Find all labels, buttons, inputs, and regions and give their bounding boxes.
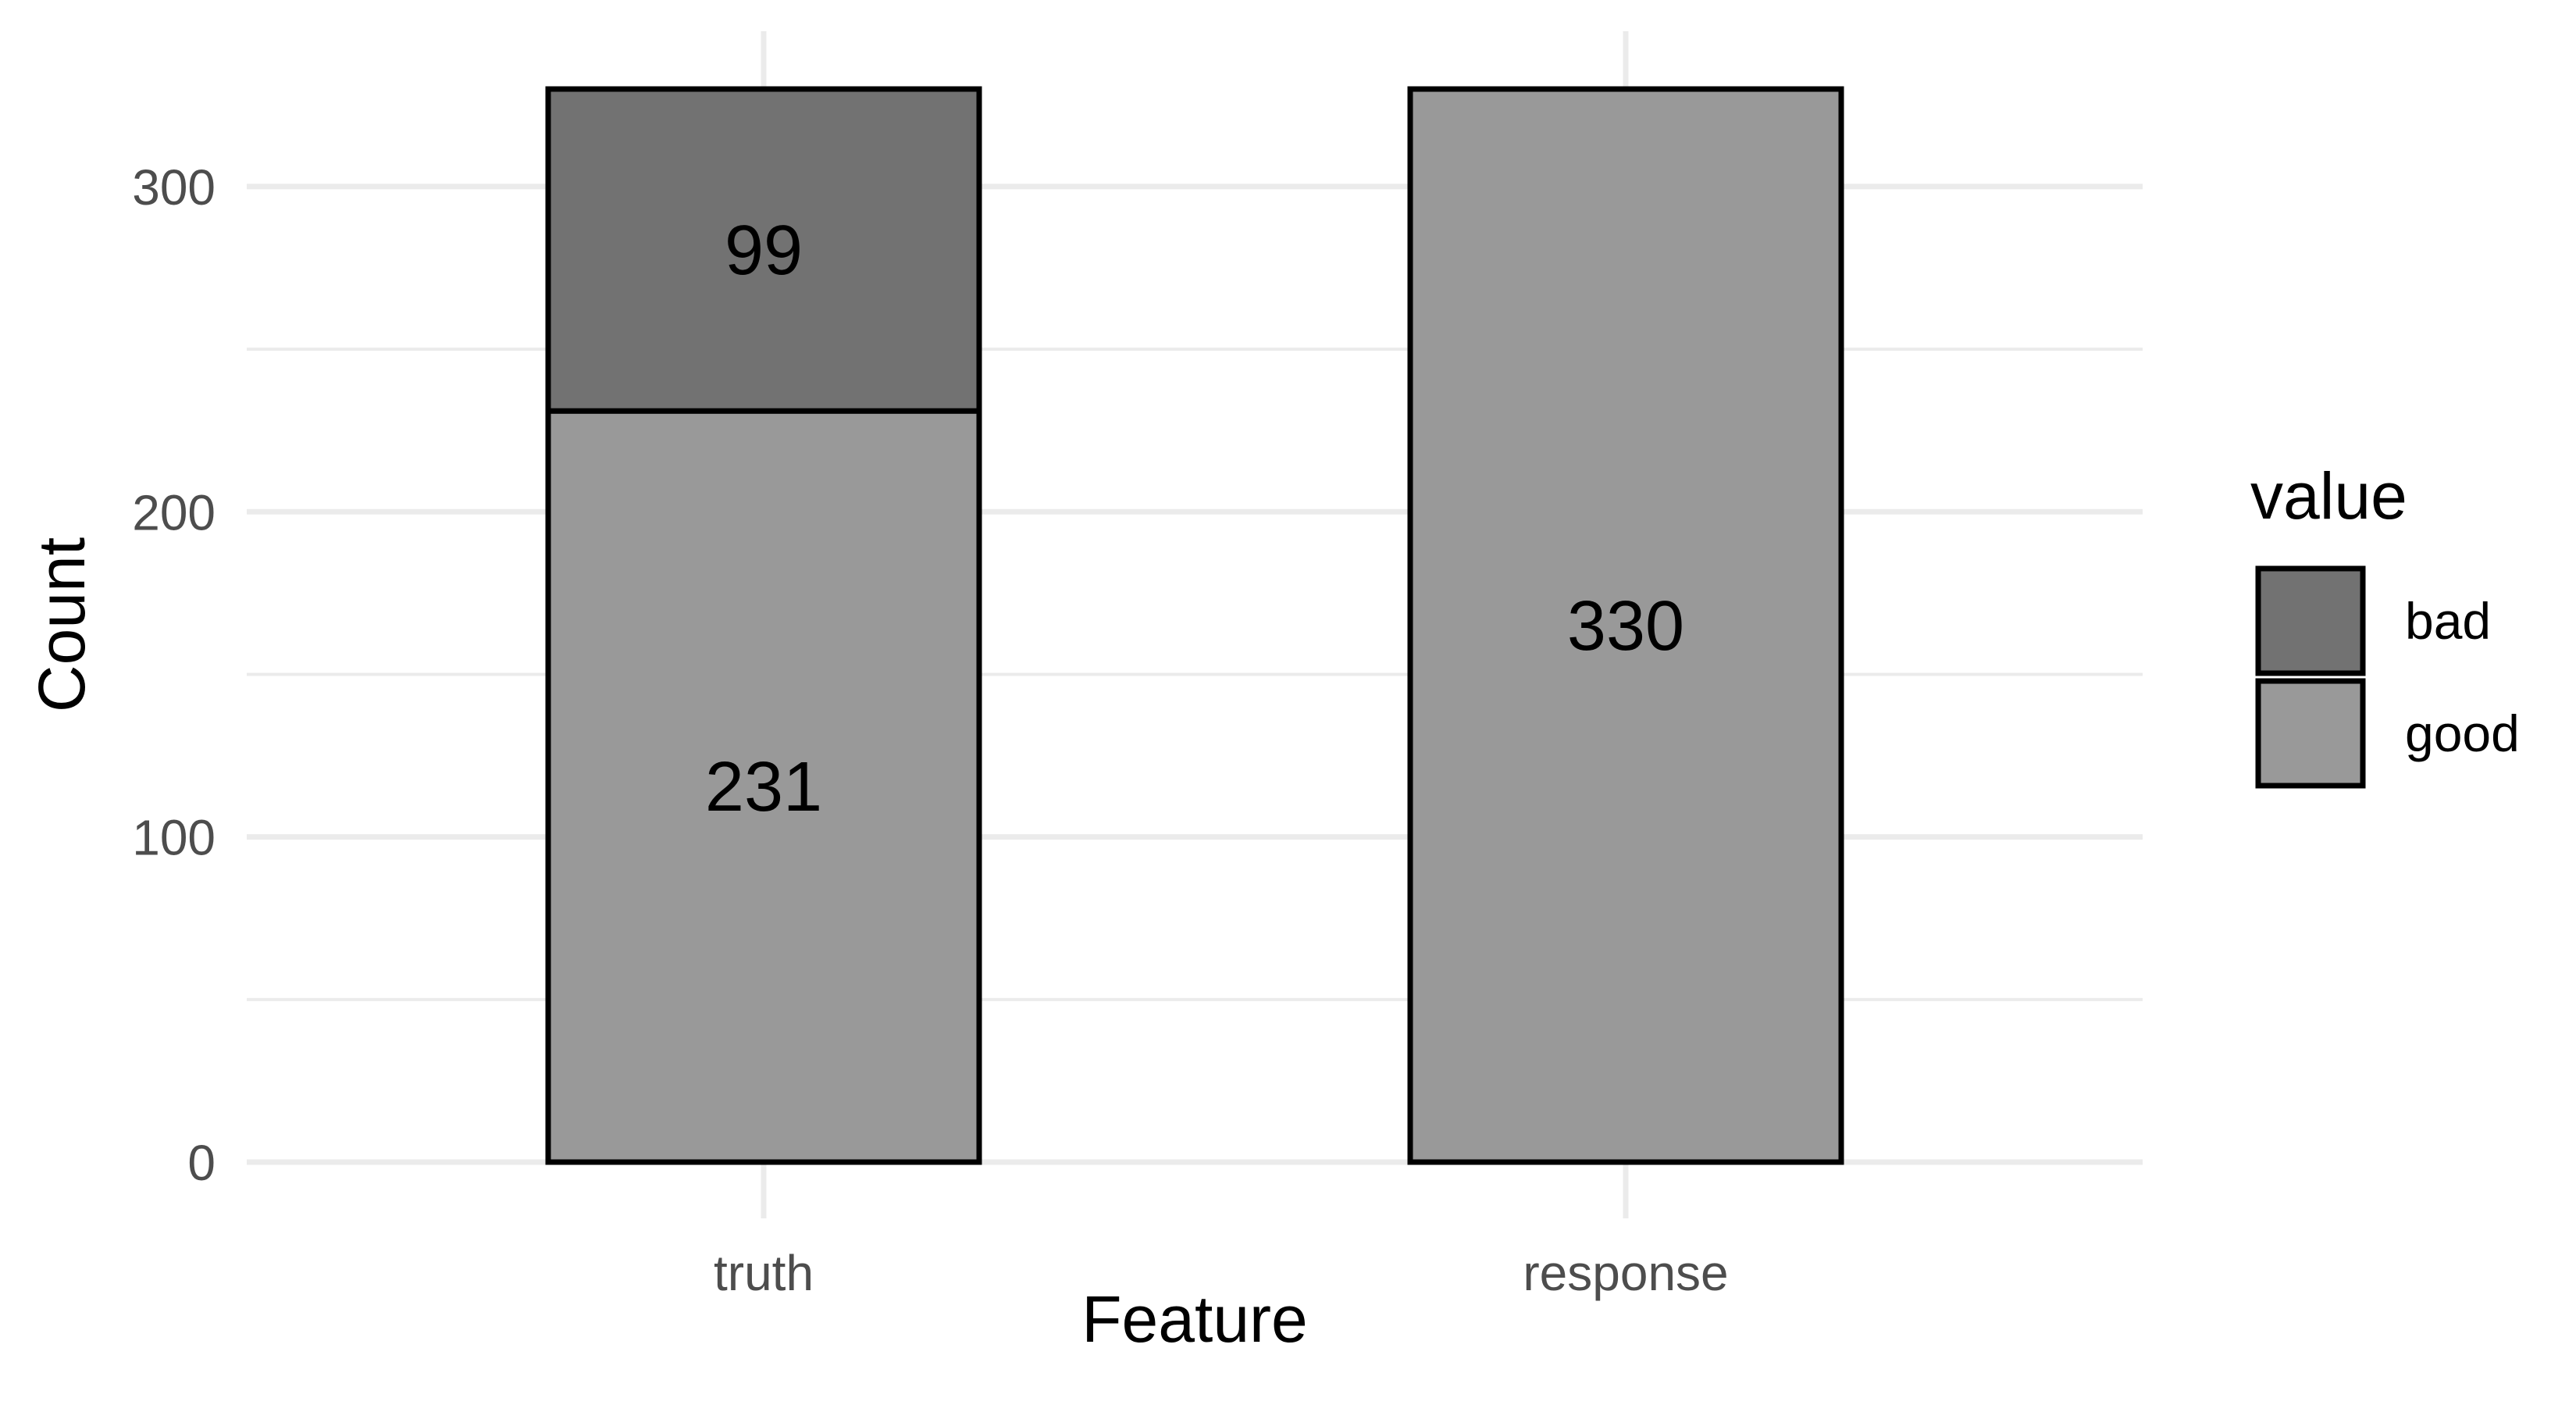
data-label-truth-good: 231 <box>705 748 822 826</box>
bar-truth-bad <box>545 86 982 414</box>
x-axis-ticks: truth response <box>714 1245 1729 1301</box>
data-label-truth-bad: 99 <box>725 212 803 290</box>
legend-entries: bad good <box>2255 565 2520 789</box>
bar-truth-good <box>545 408 982 1165</box>
y-tick-label: 100 <box>132 810 216 866</box>
bar-response-good <box>1407 86 1844 1165</box>
grid-lines <box>247 31 2143 1218</box>
legend-title: value <box>2250 459 2407 533</box>
legend: value bad good <box>2250 459 2520 789</box>
y-axis-ticks: 0 100 200 300 <box>132 159 216 1191</box>
x-tick-label: response <box>1523 1245 1728 1301</box>
bars <box>545 86 1844 1165</box>
y-axis-title: Count <box>25 537 98 712</box>
x-axis-title: Feature <box>1081 1282 1308 1356</box>
y-tick-label: 200 <box>132 484 216 540</box>
legend-label-bad: bad <box>2405 592 2491 650</box>
legend-key-bad <box>2255 565 2366 676</box>
y-tick-label: 300 <box>132 159 216 216</box>
legend-key-good <box>2255 678 2366 789</box>
data-label-response-good: 330 <box>1567 587 1684 665</box>
y-tick-label: 0 <box>187 1135 216 1191</box>
legend-label-good: good <box>2405 704 2520 762</box>
x-tick-label: truth <box>714 1245 814 1301</box>
data-labels: 99 231 330 <box>705 212 1684 826</box>
